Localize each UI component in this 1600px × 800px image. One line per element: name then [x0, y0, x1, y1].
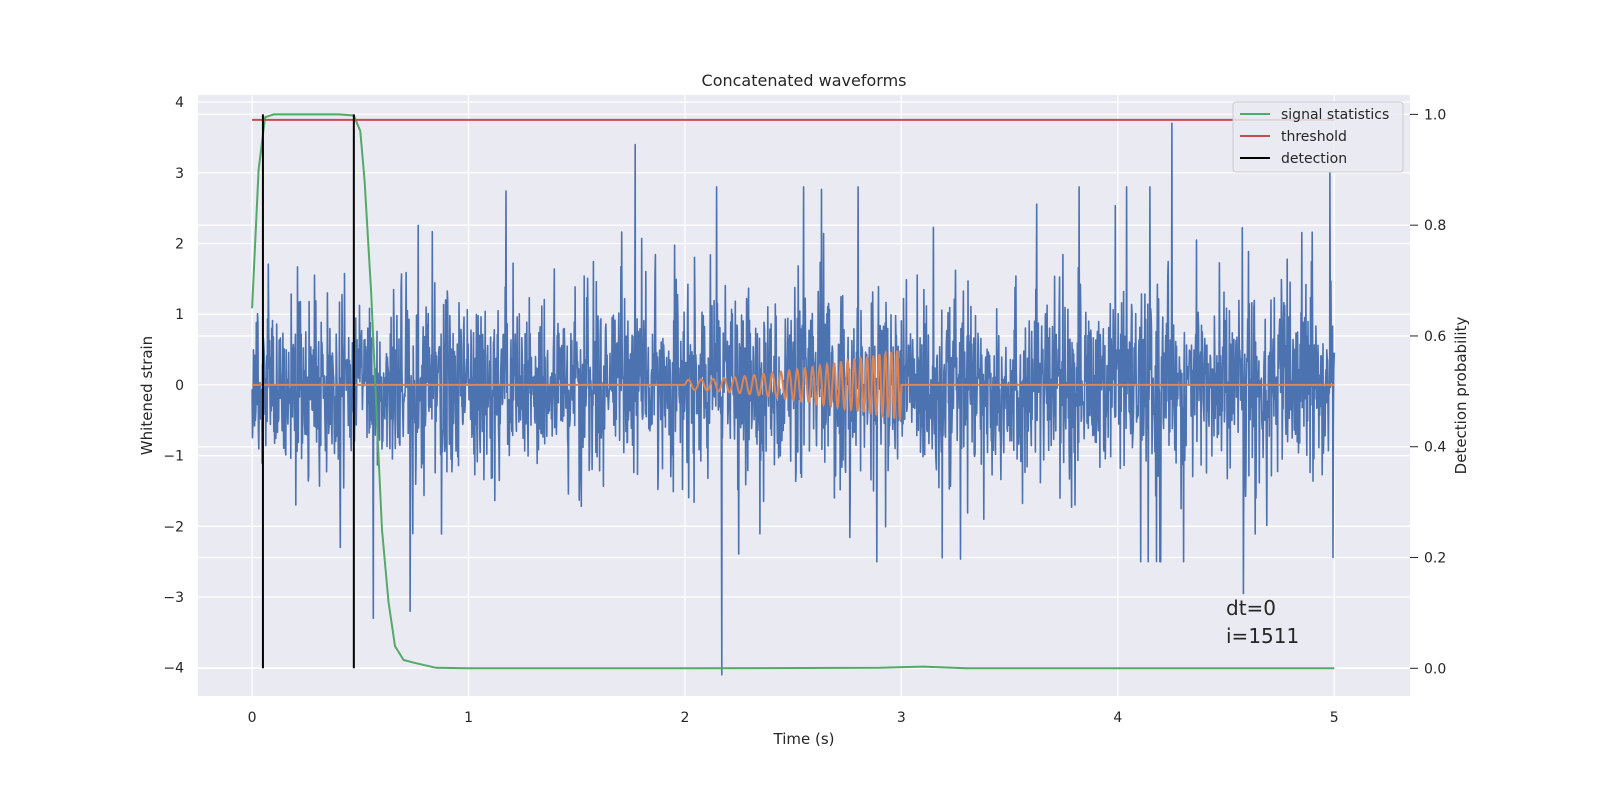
- legend: signal statistics threshold detection: [1232, 101, 1404, 173]
- x-tick-label: 5: [1330, 710, 1339, 726]
- legend-label-threshold: threshold: [1281, 129, 1347, 145]
- y-right-tick-label: 0.8: [1424, 218, 1446, 234]
- x-tick-label: 2: [681, 710, 690, 726]
- y-tick-label: −4: [163, 661, 184, 677]
- y-tick-label: −2: [163, 519, 184, 535]
- x-tick-label: 1: [464, 710, 473, 726]
- y-right-tick-label: 0.0: [1424, 661, 1446, 677]
- series-line-injected-signal: [252, 349, 1335, 421]
- legend-label-signal-statistics: signal statistics: [1281, 107, 1389, 123]
- legend-box: [1232, 101, 1404, 173]
- series-layer: [251, 113, 1336, 676]
- x-tick-label: 3: [897, 710, 906, 726]
- legend-label-detection: detection: [1281, 151, 1347, 167]
- y-right-tick-label: 0.2: [1424, 551, 1446, 567]
- chart-title: Concatenated waveforms: [702, 71, 907, 90]
- series-line-whitened-strain: [251, 122, 1336, 676]
- axes-layer: 0 1 2 3 4 5 4 3 2 1 0 −1 −2 −3 −4 0.0 0.2 0.4 0.6 0.8 1.0: [163, 95, 1446, 726]
- y-tick-label: −3: [163, 590, 184, 606]
- x-tick-label: 0: [248, 710, 257, 726]
- y-axis-label: Whitened strain: [138, 336, 156, 455]
- series-line-signal-statistics: [251, 113, 1335, 670]
- y-axis-right-label: Detection probability: [1452, 317, 1470, 475]
- y-right-tick-label: 0.4: [1424, 440, 1446, 456]
- y-tick-label: −1: [163, 449, 184, 465]
- y-right-tick-label: 1.0: [1424, 107, 1446, 123]
- x-axis-label: Time (s): [773, 730, 835, 748]
- annotation-index: i=1511: [1226, 624, 1299, 648]
- y-tick-label: 2: [175, 236, 184, 252]
- x-tick-label: 4: [1113, 710, 1122, 726]
- y-right-tick-label: 0.6: [1424, 329, 1446, 345]
- y-tick-label: 3: [175, 166, 184, 182]
- annotation-dt: dt=0: [1226, 596, 1276, 620]
- y-tick-label: 0: [175, 378, 184, 394]
- y-tick-label: 1: [175, 307, 184, 323]
- y-tick-label: 4: [175, 95, 184, 111]
